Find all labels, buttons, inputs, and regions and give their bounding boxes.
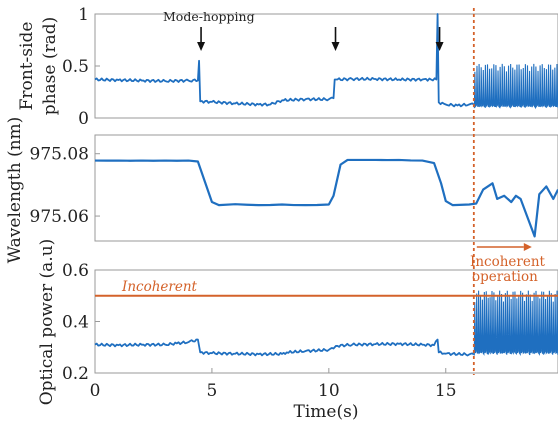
incoherent-threshold-label: Incoherent — [121, 279, 198, 295]
series-line — [94, 338, 475, 357]
ytick-label: 0.2 — [62, 364, 89, 384]
ylabel-phase-line1: Front-side — [17, 22, 37, 111]
series-line — [94, 13, 475, 108]
xtick-label: 15 — [435, 381, 457, 401]
panel-phase: Front-side phase (rad) 00.51 — [17, 5, 558, 129]
ytick-label: 0.6 — [62, 261, 89, 281]
ylabel-phase-line2: phase (rad) — [40, 17, 60, 116]
yticks-phase: 00.51 — [62, 5, 100, 129]
ytick-label: 1 — [78, 5, 89, 25]
incoherent-operation-label-line1: Incoherent — [470, 254, 546, 270]
xlabel: Time(s) — [294, 402, 359, 422]
ytick-label: 975.08 — [30, 145, 89, 165]
mode-hopping-label: Mode-hopping — [163, 9, 255, 24]
yticks-wavelength: 975.08 975.06 — [30, 145, 100, 227]
arrow-down-icon — [197, 42, 206, 51]
arrow-down-icon — [435, 42, 444, 51]
ytick-label: 0 — [78, 109, 89, 129]
ytick-label: 0.4 — [62, 313, 89, 333]
xtick-label: 10 — [318, 381, 340, 401]
yticks-power: 0.6 0.4 0.2 — [62, 261, 100, 384]
ylabel-power: Optical power (a.u) — [37, 239, 57, 406]
panel-wavelength: 975.08 975.06 — [30, 134, 558, 242]
ytick-label: 0.5 — [62, 57, 89, 77]
arrowhead-right-icon — [523, 243, 532, 251]
xtick-label: 5 — [207, 381, 218, 401]
ylabel-wavelength: Wavelength (nm) — [5, 117, 25, 264]
mode-hop-arrows — [197, 27, 444, 51]
series-power — [94, 290, 558, 357]
incoherent-spikes — [473, 290, 558, 356]
series-wavelength — [94, 158, 558, 238]
xtick-label: 0 — [90, 381, 101, 401]
panel-power: Optical power (a.u) 0.6 0.4 0.2 Incoherent — [37, 239, 558, 406]
axes-frame-wavelength — [94, 134, 558, 242]
incoherent-operation-label-line2: operation — [472, 269, 538, 285]
incoherent-operation-annotation: Incoherent operation — [470, 243, 546, 285]
series-line — [94, 158, 558, 238]
incoherent-spikes — [473, 63, 558, 110]
xticks: 0 5 10 15 — [90, 368, 457, 401]
series-phase — [94, 13, 558, 110]
arrow-down-icon — [331, 42, 340, 51]
ytick-label: 975.06 — [30, 207, 89, 227]
